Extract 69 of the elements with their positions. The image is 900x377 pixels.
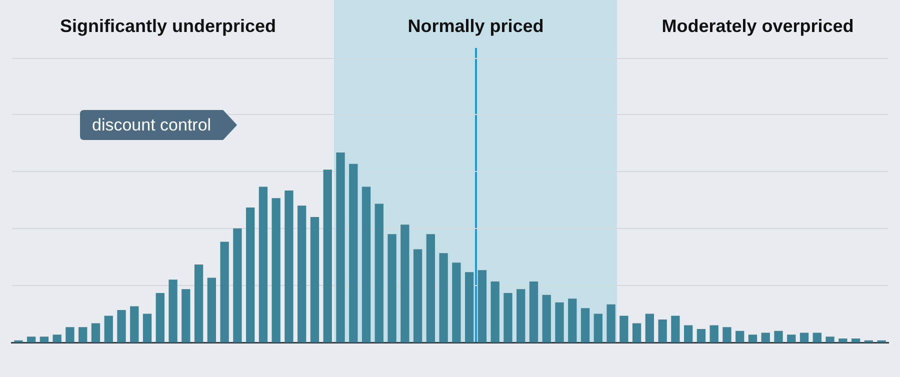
bar bbox=[529, 282, 538, 342]
bar bbox=[246, 208, 255, 342]
bar bbox=[336, 152, 345, 342]
bar bbox=[182, 289, 190, 342]
text: Moderately overpriced bbox=[662, 16, 854, 36]
bar bbox=[142, 314, 152, 342]
bar bbox=[40, 336, 49, 342]
bar bbox=[736, 330, 744, 342]
bar bbox=[826, 336, 834, 342]
bar bbox=[580, 308, 590, 342]
bar bbox=[349, 164, 358, 342]
bar bbox=[400, 224, 410, 342]
text: Normally priced bbox=[408, 16, 544, 36]
bar bbox=[594, 314, 602, 342]
bar bbox=[555, 302, 564, 342]
bar bbox=[117, 310, 126, 342]
bar bbox=[130, 306, 139, 342]
bar bbox=[620, 316, 628, 342]
bar bbox=[632, 323, 642, 342]
bar bbox=[696, 328, 706, 342]
bar bbox=[658, 320, 667, 342]
bar bbox=[258, 186, 268, 342]
bar bbox=[220, 242, 229, 342]
bar bbox=[464, 272, 474, 342]
bar bbox=[310, 217, 320, 342]
bar bbox=[52, 334, 62, 342]
bar bbox=[194, 264, 204, 342]
bar bbox=[606, 304, 616, 342]
bar bbox=[78, 327, 88, 342]
bar bbox=[812, 332, 822, 342]
bar bbox=[722, 327, 732, 342]
bar bbox=[504, 292, 512, 342]
bar bbox=[26, 336, 36, 342]
text: discount control bbox=[92, 116, 212, 135]
bar bbox=[710, 325, 718, 342]
bar bbox=[207, 278, 216, 342]
bar bbox=[426, 234, 436, 342]
bar bbox=[838, 338, 848, 342]
bar bbox=[787, 334, 796, 342]
bar bbox=[542, 294, 551, 342]
bar bbox=[671, 316, 680, 342]
bar bbox=[645, 314, 654, 342]
bar bbox=[568, 298, 577, 342]
bar bbox=[233, 228, 242, 342]
bar bbox=[490, 282, 500, 342]
bar bbox=[298, 206, 306, 342]
bar bbox=[374, 204, 384, 342]
bar bbox=[66, 327, 74, 342]
bar bbox=[388, 234, 396, 342]
bar bbox=[774, 330, 783, 342]
bar bbox=[851, 338, 860, 342]
bar bbox=[91, 323, 100, 342]
bar bbox=[748, 334, 758, 342]
bar bbox=[684, 325, 693, 342]
bar bbox=[168, 280, 178, 342]
bar bbox=[478, 270, 487, 342]
bar bbox=[761, 332, 770, 342]
bar bbox=[413, 249, 422, 342]
bar bbox=[362, 186, 371, 342]
bar bbox=[323, 170, 332, 342]
text: Significantly underpriced bbox=[60, 16, 276, 36]
bar bbox=[156, 292, 164, 342]
bar bbox=[800, 332, 809, 342]
bar bbox=[284, 190, 294, 342]
bar bbox=[516, 289, 526, 342]
bar bbox=[439, 253, 448, 342]
bar bbox=[104, 316, 113, 342]
bar bbox=[272, 198, 280, 342]
bar bbox=[452, 262, 461, 342]
